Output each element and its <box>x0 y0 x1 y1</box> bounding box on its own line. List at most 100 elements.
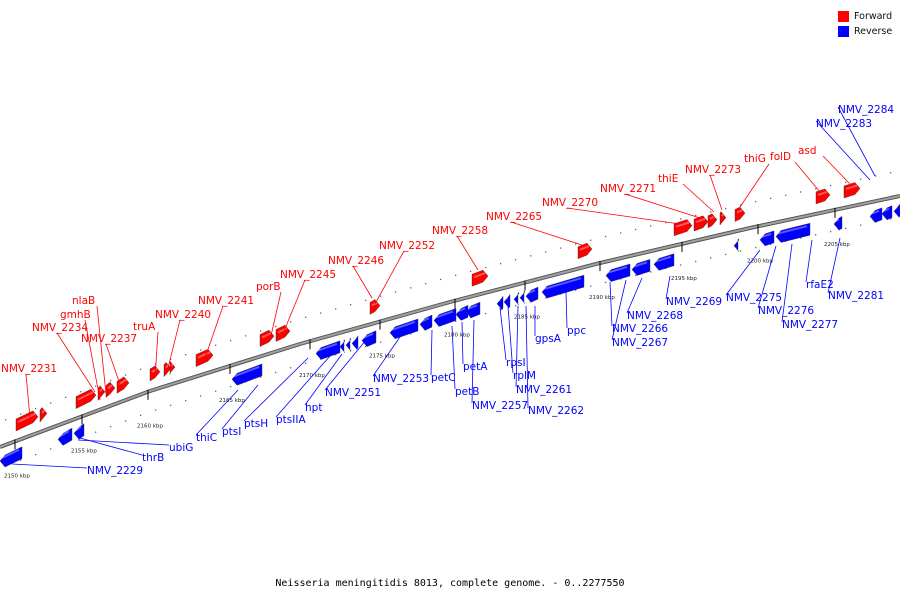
reverse-gene-label: NMV_2261 <box>516 384 572 396</box>
reverse-leader-line <box>611 279 627 341</box>
guide-dot <box>125 420 127 422</box>
reverse-leader-line <box>451 325 456 390</box>
guide-dot <box>500 263 502 265</box>
gene-arrow <box>231 363 263 386</box>
gene-highlight <box>514 294 517 298</box>
gene-highlight <box>845 184 858 190</box>
gene-arrow <box>369 299 381 315</box>
kbp-tick-label: 2150 kbp <box>4 473 30 479</box>
guide-dot <box>515 259 517 261</box>
gene-highlight <box>165 364 169 369</box>
guide-dot <box>95 431 97 433</box>
gene-highlight <box>340 342 343 345</box>
reverse-gene-label: ptsIIA <box>276 414 306 426</box>
gene-arrow <box>833 216 843 231</box>
gene-highlight <box>543 277 582 291</box>
reverse-leader-line <box>837 106 876 177</box>
forward-leader-line <box>269 291 282 341</box>
guide-dot <box>770 197 772 200</box>
forward-gene-label: NMV_2241 <box>198 295 254 307</box>
gene-arrow <box>513 291 520 306</box>
reverse-gene-label: ptsH <box>244 418 268 430</box>
forward-gene-label: NMV_2234 <box>32 322 88 334</box>
legend-reverse: Reverse <box>838 25 892 37</box>
gene-arrow <box>169 360 176 375</box>
gene-arrow <box>0 446 23 468</box>
gene-highlight <box>371 301 378 307</box>
gene-highlight <box>277 327 288 334</box>
guide-dot <box>380 341 382 343</box>
guide-dot <box>485 266 487 269</box>
reverse-gene-label: thrB <box>142 452 164 464</box>
guide-dot <box>740 204 742 206</box>
guide-dot <box>455 320 457 322</box>
kbp-tick-label: 2165 kbp <box>219 398 245 404</box>
reverse-leader-line <box>507 305 514 374</box>
gene-highlight <box>883 207 890 212</box>
gene-arrow <box>631 259 651 276</box>
reverse-leader-line <box>609 281 613 327</box>
gene-highlight <box>895 206 898 209</box>
guide-dot <box>260 330 262 332</box>
guide-dot <box>590 285 592 287</box>
guide-dot <box>755 200 757 203</box>
guide-dot <box>20 459 22 461</box>
forward-leader-line <box>737 163 770 211</box>
legend-forward-label: Forward <box>854 10 893 22</box>
gene-highlight <box>675 221 690 228</box>
gene-highlight <box>835 218 840 222</box>
reverse-gene-label: NMV_2253 <box>373 373 429 385</box>
gene-highlight <box>77 391 94 401</box>
gene-arrow <box>361 330 377 347</box>
guide-dot <box>845 227 847 230</box>
gene-highlight <box>75 425 82 432</box>
guide-dot <box>530 255 532 257</box>
reverse-gene-label: gpsA <box>535 333 562 345</box>
guide-dot <box>170 358 172 361</box>
guide-dot <box>365 345 367 348</box>
gene-arrow <box>881 205 893 221</box>
kbp-tick-label: 2175 kbp <box>369 354 395 360</box>
guide-dot <box>395 291 397 293</box>
guide-dot <box>830 230 832 233</box>
guide-dot <box>290 321 292 323</box>
reverse-leader-line <box>665 275 671 300</box>
forward-gene-label: NMV_2271 <box>600 183 656 195</box>
guide-dot <box>35 407 37 410</box>
forward-leader-line <box>166 319 181 373</box>
guide-dot <box>110 425 112 428</box>
guide-dot <box>635 274 637 277</box>
reverse-gene-label: NMV_2267 <box>612 337 668 349</box>
guide-dot <box>680 218 682 220</box>
forward-gene-label: porB <box>256 281 281 293</box>
reverse-leader-line <box>195 389 239 436</box>
reverse-leader-line <box>77 439 170 446</box>
reverse-gene-label: ptsI <box>222 426 241 438</box>
guide-dot <box>365 299 367 302</box>
gene-highlight <box>261 332 272 339</box>
guide-dot <box>200 349 202 351</box>
gene-arrow <box>39 407 48 423</box>
reverse-gene-label: NMV_2229 <box>87 465 143 477</box>
gene-arrow <box>843 182 861 199</box>
forward-leader-line <box>56 332 96 393</box>
forward-gene-label: NMV_2252 <box>379 240 435 252</box>
gene-highlight <box>695 217 706 224</box>
reverse-leader-line <box>827 237 841 294</box>
gene-arrow <box>707 213 718 229</box>
guide-dot <box>815 188 817 190</box>
gene-highlight <box>607 266 628 274</box>
gene-highlight <box>233 365 260 378</box>
guide-dot <box>575 243 577 245</box>
gene-arrow <box>815 188 831 205</box>
guide-dot <box>725 207 727 210</box>
guide-dot <box>830 184 832 187</box>
gene-arrow <box>693 215 709 232</box>
gene-highlight <box>317 342 338 352</box>
gene-highlight <box>498 298 501 302</box>
guide-dot <box>245 335 247 337</box>
forward-gene-label: thiE <box>658 173 678 185</box>
guide-dot <box>485 312 487 315</box>
gene-highlight <box>734 241 737 244</box>
kbp-tick-label: 2195 kbp <box>671 276 697 282</box>
